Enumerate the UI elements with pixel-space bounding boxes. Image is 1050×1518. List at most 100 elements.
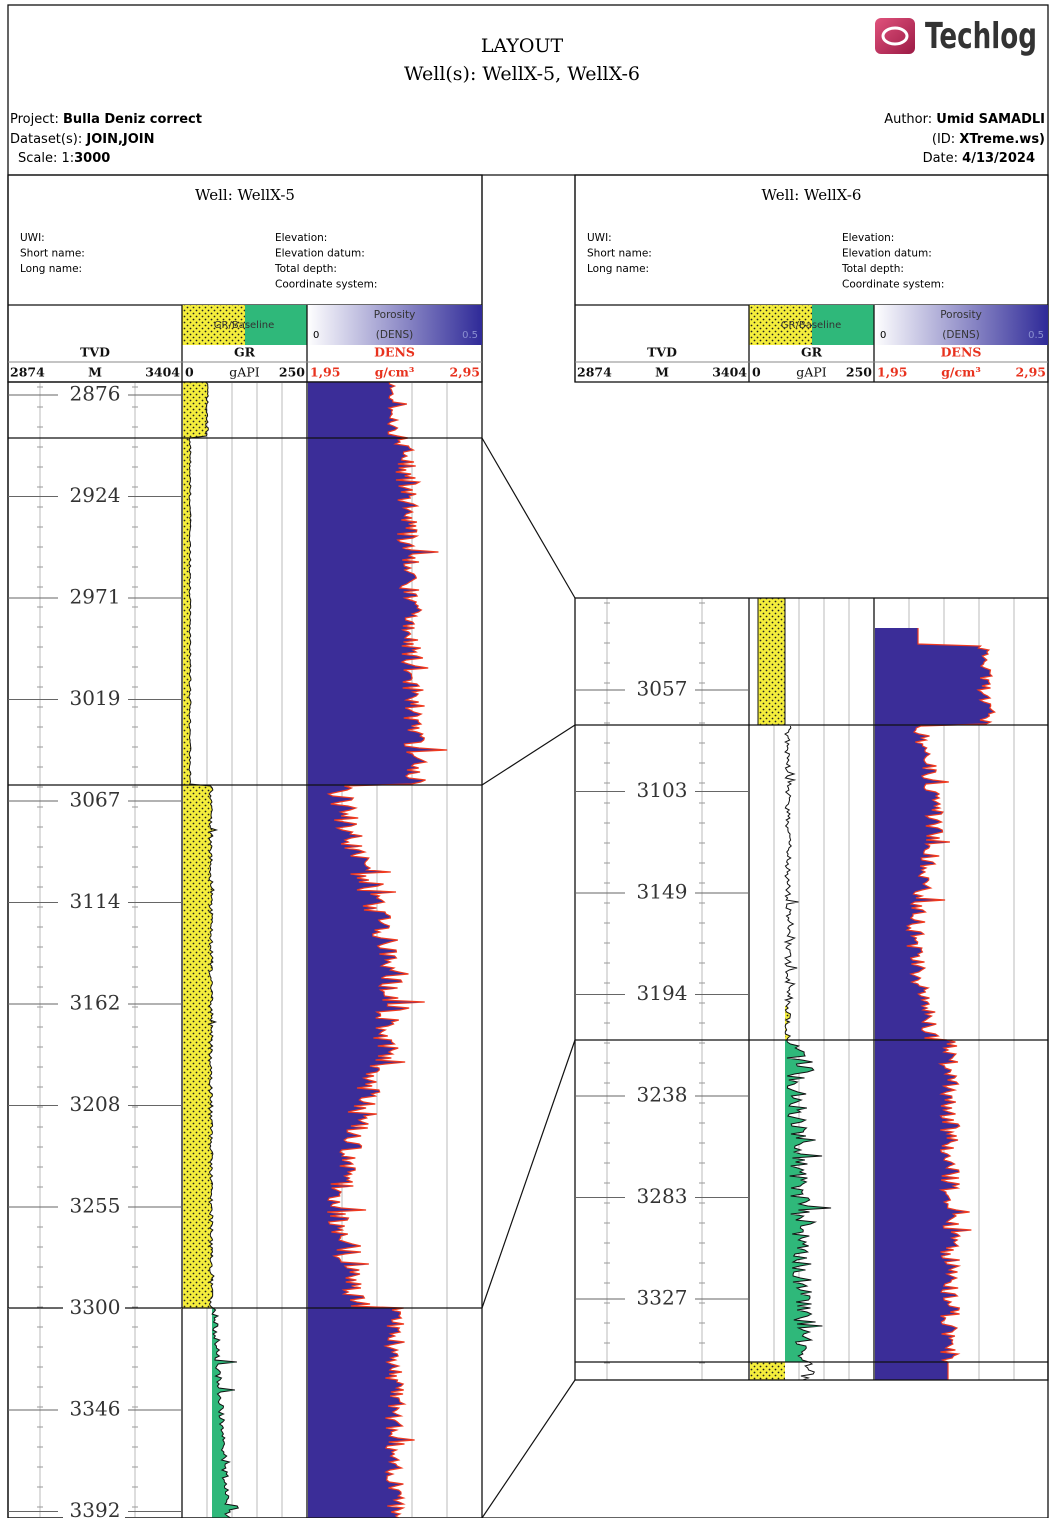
track-header-text: DENS bbox=[941, 345, 982, 360]
author: Author: Umid SAMADLI bbox=[884, 112, 1045, 127]
gr-shale-fill bbox=[212, 1308, 239, 1518]
depth-label: 3149 bbox=[637, 880, 688, 904]
track-header-text: 0 bbox=[752, 365, 761, 380]
well-info-label: Short name: bbox=[20, 248, 85, 260]
porosity-legend bbox=[874, 305, 1048, 345]
datasets: Dataset(s): JOIN,JOIN bbox=[10, 132, 155, 147]
porosity-name: (DENS) bbox=[942, 329, 979, 341]
depth-label-bg bbox=[63, 1499, 125, 1518]
depth-label: 3346 bbox=[70, 1397, 121, 1421]
well-info-label: Coordinate system: bbox=[842, 279, 944, 291]
depth-label: 3194 bbox=[637, 981, 688, 1005]
depth-label: 2876 bbox=[70, 382, 121, 406]
porosity-name: (DENS) bbox=[376, 329, 413, 341]
logo-icon bbox=[875, 18, 915, 54]
gr-legend-shale bbox=[245, 305, 307, 345]
track-header-text: 2,95 bbox=[1016, 365, 1046, 380]
correlation-line bbox=[481, 1039, 576, 1309]
well-info-label: Coordinate system: bbox=[275, 279, 377, 291]
depth-label: 3238 bbox=[637, 1083, 688, 1107]
well-header-box bbox=[574, 174, 1049, 383]
correlation-line bbox=[481, 724, 576, 786]
well-info-label: Total depth: bbox=[274, 263, 337, 275]
track-header-text: 1,95 bbox=[877, 365, 907, 380]
track-header-text: 2874 bbox=[10, 365, 45, 380]
gr-sand-fill bbox=[183, 382, 217, 1308]
well-title: Well: WellX-6 bbox=[762, 186, 862, 204]
depth-label-bg bbox=[63, 1195, 125, 1219]
track-header-text: 2874 bbox=[577, 365, 612, 380]
gr-legend-sand bbox=[182, 305, 245, 345]
porosity-min: 0 bbox=[313, 330, 319, 341]
correlation-line bbox=[481, 437, 576, 599]
well-info-label: Elevation: bbox=[842, 232, 894, 244]
correlation-line bbox=[481, 1379, 576, 1518]
track-header-text: g/cm³ bbox=[941, 365, 981, 380]
track-header-text: 1,95 bbox=[310, 365, 340, 380]
well-info-label: Short name: bbox=[587, 248, 652, 260]
depth-label-bg bbox=[63, 1398, 125, 1422]
track-header-text: gAPI bbox=[229, 365, 259, 380]
track-header-text: GR bbox=[801, 345, 823, 360]
well-info-label: UWI: bbox=[587, 232, 612, 244]
depth-label-bg bbox=[63, 484, 125, 509]
well-info-label: Elevation datum: bbox=[275, 248, 365, 260]
depth-label-bg bbox=[630, 678, 692, 702]
depth-label-bg bbox=[630, 1084, 692, 1108]
depth-label-bg bbox=[630, 881, 692, 905]
track-header-text: 250 bbox=[846, 365, 872, 380]
depth-label-bg bbox=[63, 789, 125, 813]
track-header-text: M bbox=[88, 365, 102, 380]
track-header-text: 3404 bbox=[712, 365, 747, 380]
depth-label: 3300 bbox=[70, 1295, 121, 1319]
track-header-text: 250 bbox=[279, 365, 305, 380]
depth-label: 2971 bbox=[70, 585, 121, 609]
track-header-text: DENS bbox=[374, 345, 415, 360]
track-header-text: TVD bbox=[80, 345, 110, 360]
porosity-label: Porosity bbox=[940, 309, 982, 321]
depth-label: 3067 bbox=[70, 788, 121, 812]
depth-label-bg bbox=[63, 687, 125, 712]
depth-label-bg bbox=[630, 1185, 692, 1210]
depth-label-bg bbox=[63, 586, 125, 610]
gr-sand-fill bbox=[750, 1362, 785, 1380]
well-info-label: UWI: bbox=[20, 232, 45, 244]
depth-label: 3208 bbox=[70, 1092, 121, 1116]
well-info-label: Total depth: bbox=[841, 263, 904, 275]
depth-label: 3255 bbox=[70, 1194, 121, 1218]
porosity-max: 0.5 bbox=[1028, 330, 1044, 341]
scale: Scale: 1:3000 bbox=[18, 151, 110, 166]
gr-legend-label: GR/Baseline bbox=[214, 320, 274, 331]
dens-fill bbox=[308, 382, 448, 1518]
depth-label: 3019 bbox=[70, 686, 121, 710]
depth-label-bg bbox=[630, 779, 692, 804]
depth-label-bg bbox=[63, 1296, 125, 1321]
depth-label: 3057 bbox=[637, 677, 688, 701]
author-id: (ID: XTreme.ws) bbox=[932, 132, 1045, 147]
track-header-text: TVD bbox=[647, 345, 677, 360]
gr-legend-shale bbox=[812, 305, 874, 345]
project: Project: Bulla Deniz correct bbox=[10, 112, 202, 127]
well-title: Well: WellX-5 bbox=[195, 186, 295, 204]
dens-curve bbox=[905, 628, 996, 1380]
porosity-max: 0.5 bbox=[462, 330, 478, 341]
porosity-legend bbox=[307, 305, 482, 345]
depth-label: 3283 bbox=[637, 1184, 688, 1208]
depth-label-bg bbox=[63, 383, 125, 407]
log-frame bbox=[574, 597, 1049, 1381]
depth-label-bg bbox=[63, 992, 125, 1016]
gr-curve bbox=[783, 725, 832, 1381]
porosity-min: 0 bbox=[880, 330, 886, 341]
track-header-text: gAPI bbox=[796, 365, 826, 380]
date: Date: 4/13/2024 bbox=[923, 151, 1035, 166]
well-info-label: Long name: bbox=[20, 263, 82, 275]
gr-sand-fill bbox=[757, 597, 786, 726]
gr-curve bbox=[188, 381, 240, 1518]
gr-legend-sand bbox=[749, 305, 812, 345]
depth-label-bg bbox=[63, 890, 125, 915]
correlation-lines bbox=[481, 175, 576, 1518]
track-header-text: 2,95 bbox=[450, 365, 480, 380]
layout-subtitle: Well(s): WellX-5, WellX-6 bbox=[404, 63, 640, 85]
depth-label: 2924 bbox=[70, 483, 121, 507]
